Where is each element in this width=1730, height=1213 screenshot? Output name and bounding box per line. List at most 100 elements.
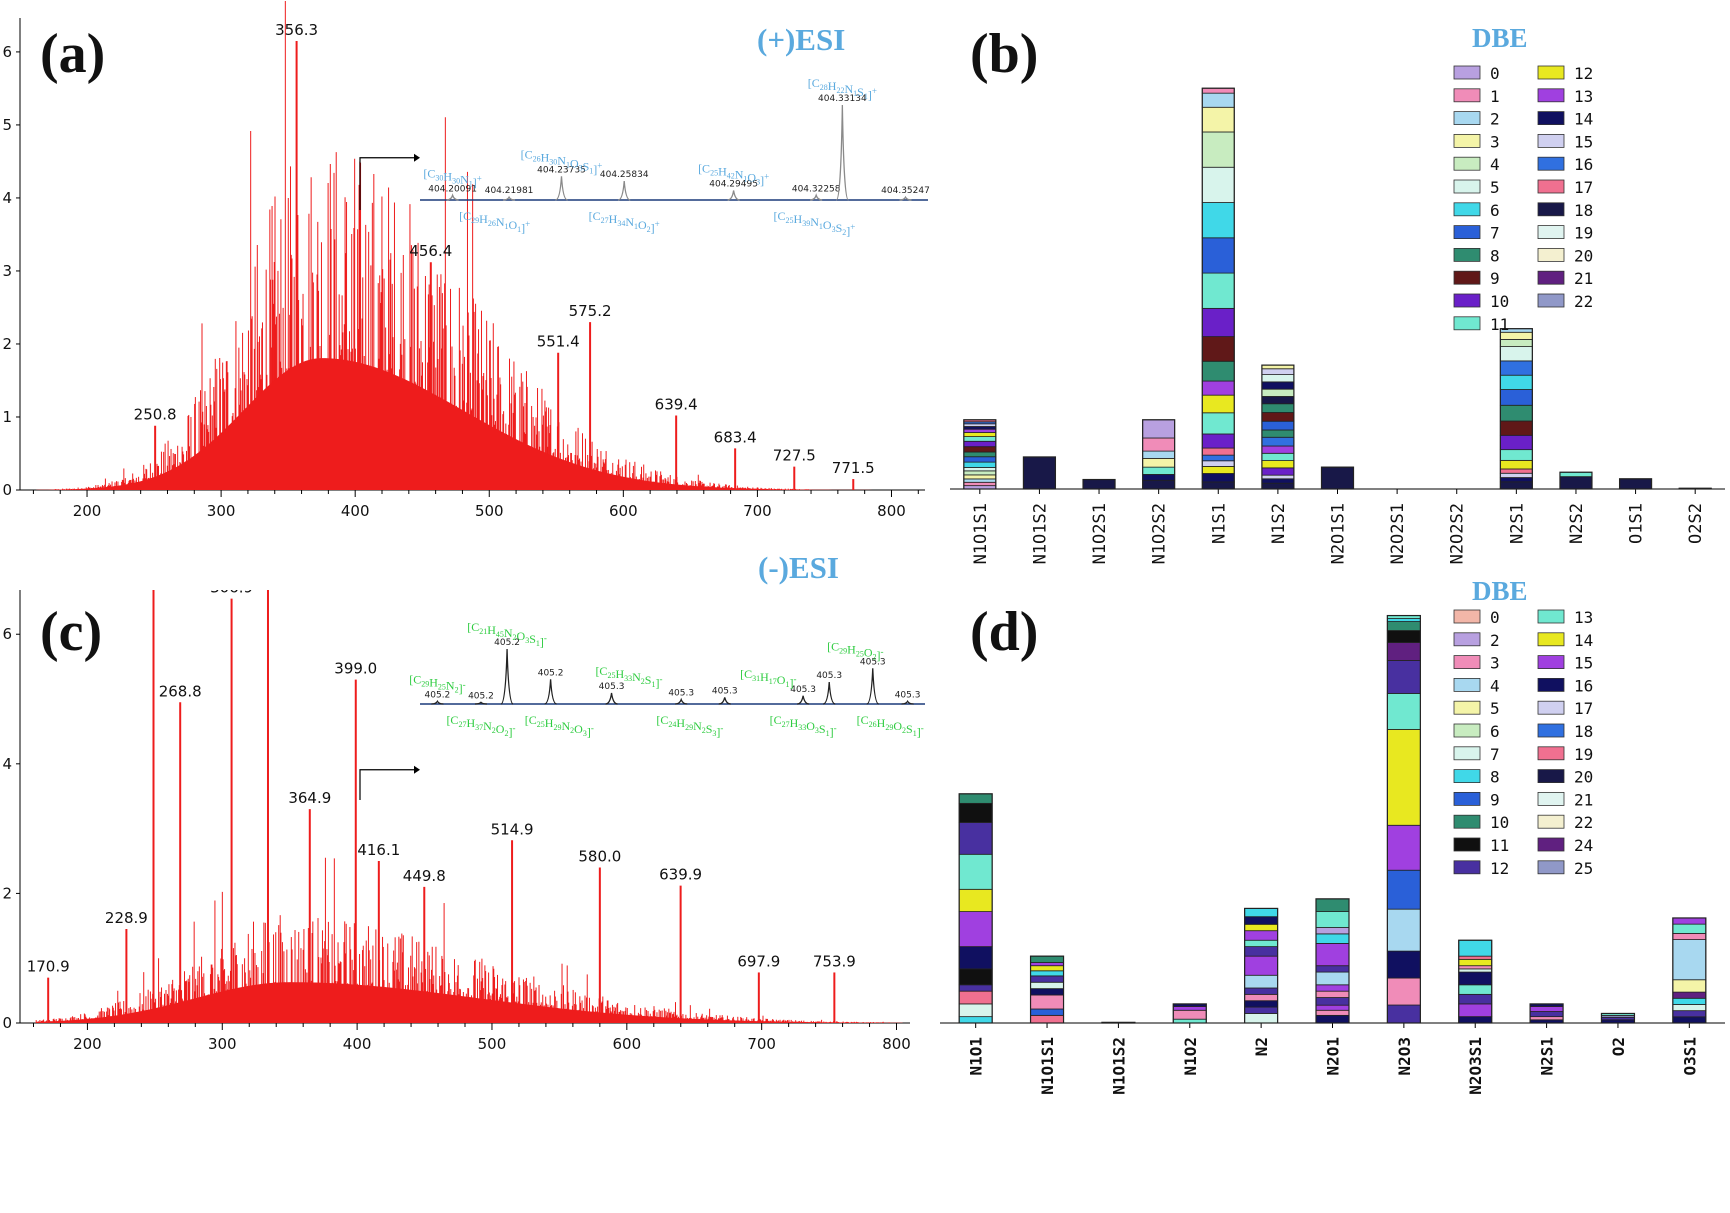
category-label: O3S1: [1680, 1037, 1699, 1076]
bar-outline: [1529, 1003, 1564, 1024]
bar-segment: [1386, 642, 1421, 661]
bar-segment: [1386, 869, 1421, 910]
peak-label: 306.9: [210, 590, 253, 597]
category-label: O2S2: [1686, 503, 1706, 544]
category-label: N1O1: [967, 1037, 986, 1076]
ion-formula: [C27H37N2O2]-: [446, 713, 515, 739]
legend-swatch: [1537, 156, 1565, 171]
legend-label: 15: [1574, 132, 1593, 151]
y-tick-label: 2: [2, 335, 12, 353]
bar-outline: [1101, 1021, 1136, 1024]
legend-swatch: [1537, 225, 1565, 240]
inset-peak: [835, 104, 849, 201]
bar-segment: [1261, 478, 1295, 484]
esi-mode-label-c: (-)ESI: [758, 550, 839, 585]
bar-segment: [1315, 984, 1350, 992]
legend-swatch: [1537, 202, 1565, 217]
legend-label: 0: [1490, 608, 1500, 627]
legend-label: 7: [1490, 224, 1500, 243]
x-tick-label: 600: [609, 502, 638, 520]
bar-segment: [1315, 965, 1350, 973]
legend-label: 4: [1490, 155, 1500, 174]
x-tick-label: 800: [877, 502, 906, 520]
bar-segment: [1201, 460, 1235, 467]
bar-segment: [1499, 459, 1533, 470]
bar-segment: [1386, 630, 1421, 643]
y-tick-label: 4: [2, 189, 12, 207]
bar-segment: [1142, 437, 1176, 452]
bar-segment: [1201, 412, 1235, 435]
category-label: O2: [1609, 1037, 1628, 1056]
legend-label: 24: [1574, 836, 1593, 855]
peak-label: 727.5: [773, 447, 816, 465]
bar-outline: [1458, 939, 1493, 1024]
category-label: N2O2S1: [1388, 503, 1408, 564]
bar-outline: [1672, 917, 1707, 1024]
legend-swatch: [1453, 791, 1481, 806]
class-distribution-negative: (d) N1O1 N1O1S1 N1O1S2 N1O2 N2 N2O1 N2O3 N2O3S1…: [940, 601, 1725, 1095]
category-label: N2S2: [1567, 503, 1587, 544]
bar-segment: [1201, 237, 1235, 274]
y-tick-label: 6: [2, 43, 12, 61]
bar-segment: [1672, 939, 1707, 981]
bar-segment: [1458, 984, 1493, 995]
bar-outline: [1142, 419, 1176, 490]
bar-segment: [963, 440, 997, 448]
ion-formula: [C29H26N1O1]+: [459, 209, 530, 235]
mass-spectrum-positive-esi: (a) (+)ESI 0 1 2 3 4 5 6 200 300 400 500 600 700 800 2…: [2, 0, 930, 520]
y-tick-label: 6: [2, 625, 12, 643]
bar-outline: [1618, 478, 1653, 490]
bar-outline: [958, 793, 993, 1024]
peak-label: 683.4: [714, 428, 757, 446]
bar-segment: [1315, 990, 1350, 998]
inset-mass-label: 405.3: [860, 657, 886, 667]
bar-segment: [1315, 1004, 1350, 1011]
inset-mass-label: 405.2: [425, 690, 451, 700]
legend-label: 17: [1574, 699, 1593, 718]
legend-label: 22: [1574, 813, 1593, 832]
x-tick-label: 200: [73, 502, 102, 520]
inset-mass-label: 405.2: [538, 668, 564, 678]
legend-swatch: [1453, 316, 1481, 331]
bar-segment: [1499, 477, 1533, 483]
inset-mass-label: 404.32258: [792, 184, 841, 194]
bar-segment: [1261, 420, 1295, 431]
bar-segment: [1261, 381, 1295, 390]
y-tick-label: 2: [2, 884, 12, 902]
bar-segment: [1201, 307, 1235, 337]
ion-formula: [C25H33N2S1]-: [595, 664, 662, 690]
bar-segment: [1142, 419, 1176, 439]
legend-swatch: [1537, 769, 1565, 784]
bar-segment: [1386, 1004, 1421, 1024]
panel-letter-b: (b): [970, 23, 1038, 85]
ion-formula: [C29H25N2]-: [409, 672, 465, 695]
ion-formula: [C25H29N2O3]-: [525, 713, 594, 739]
inset-peak: [797, 695, 810, 705]
bar-segment: [963, 446, 997, 453]
bar-segment: [1672, 923, 1707, 934]
legend-swatch: [1453, 860, 1481, 875]
legend-swatch: [1537, 746, 1565, 761]
bar-segment: [1529, 1011, 1564, 1018]
legend-label: 14: [1574, 110, 1593, 129]
category-label: N2O2S2: [1448, 503, 1468, 564]
ion-formula: [C29H25O2]-: [827, 639, 883, 662]
legend-label: 4: [1490, 676, 1500, 695]
bar-segment: [1499, 374, 1533, 390]
category-label: N1O2S1: [1090, 503, 1110, 564]
inset-peak: [500, 648, 514, 705]
bar-segment: [1172, 1006, 1207, 1011]
legend-label: 16: [1574, 676, 1593, 695]
panel-letter-c: (c): [40, 601, 102, 663]
inset-mass-label: 405.3: [895, 690, 921, 700]
ion-formula: [C26H30N1O3S1]+: [521, 147, 603, 176]
bar-segment: [1261, 412, 1295, 422]
bar-segment: [1458, 1003, 1493, 1018]
bar-segment: [963, 461, 997, 468]
ion-formula: [C30H30N1]+: [423, 166, 481, 189]
legend-label: 5: [1490, 178, 1500, 197]
inset-pointer: [359, 769, 414, 800]
bar-segment: [1315, 1009, 1350, 1016]
legend-label: 3: [1490, 654, 1500, 673]
legend-label: 9: [1490, 790, 1500, 809]
